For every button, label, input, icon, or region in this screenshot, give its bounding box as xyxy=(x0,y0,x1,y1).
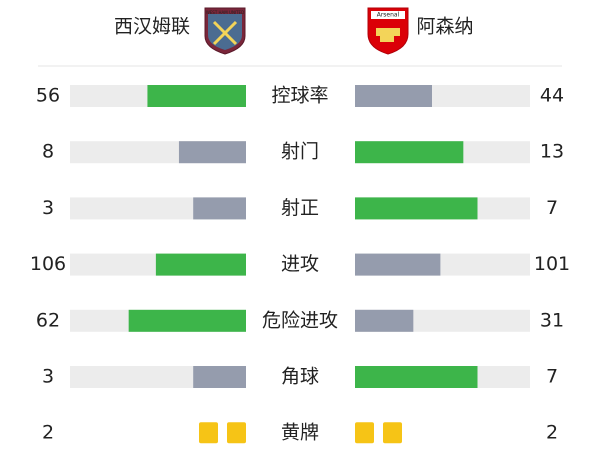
away-bar xyxy=(355,141,464,164)
home-bar xyxy=(147,85,246,107)
stat-label: 射门 xyxy=(281,141,319,163)
stat-label: 角球 xyxy=(281,366,319,388)
away-team-name: 阿森纳 xyxy=(416,16,473,38)
home-value: 3 xyxy=(42,366,54,388)
stat-label: 控球率 xyxy=(271,85,328,107)
away-bar xyxy=(355,309,414,332)
away-bar xyxy=(355,366,478,388)
away-bar xyxy=(355,197,478,220)
stat-label: 危险进攻 xyxy=(262,309,338,331)
home-value: 56 xyxy=(36,85,60,107)
home-logo-text: WEST HAM UNITED xyxy=(206,10,244,15)
home-bar xyxy=(193,366,246,388)
away-value: 2 xyxy=(546,422,558,444)
home-card xyxy=(227,422,246,444)
away-card xyxy=(383,422,402,444)
stat-label: 黄牌 xyxy=(281,422,319,444)
stat-label: 射正 xyxy=(281,197,319,219)
away-card xyxy=(355,422,374,444)
away-value: 31 xyxy=(540,309,564,331)
home-value: 8 xyxy=(42,141,54,163)
home-value: 3 xyxy=(42,197,54,219)
home-logo: WEST HAM UNITED xyxy=(204,7,246,55)
home-bar xyxy=(128,309,246,332)
home-bar xyxy=(193,197,246,220)
away-logo: Arsenal xyxy=(367,7,409,55)
away-value: 7 xyxy=(546,366,558,388)
away-value: 7 xyxy=(546,197,558,219)
home-team-name: 西汉姆联 xyxy=(114,16,190,38)
home-bar xyxy=(178,141,246,164)
home-bar xyxy=(155,253,246,276)
away-bar xyxy=(355,253,441,276)
away-logo-text: Arsenal xyxy=(377,12,400,19)
home-value: 62 xyxy=(36,309,60,331)
home-card xyxy=(199,422,218,444)
away-value: 13 xyxy=(540,141,564,163)
home-value: 106 xyxy=(30,253,66,275)
away-value: 101 xyxy=(534,253,570,275)
stat-label: 进攻 xyxy=(281,253,319,275)
away-value: 44 xyxy=(540,85,564,107)
home-value: 2 xyxy=(42,422,54,444)
away-bar xyxy=(355,85,432,107)
